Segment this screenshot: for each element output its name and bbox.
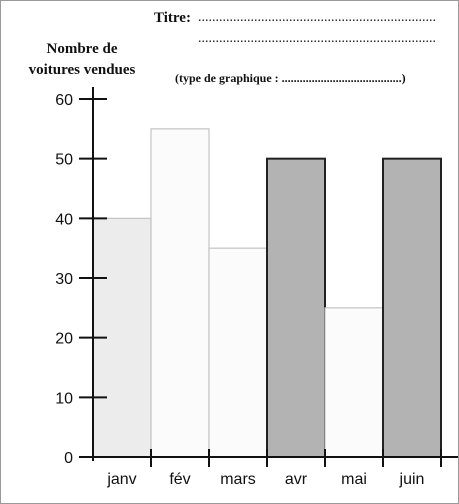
chart-type-blank: (type de graphique : ...................…: [175, 71, 406, 85]
x-tick-label-fév: fév: [169, 471, 190, 488]
y-tick-label-60: 60: [55, 92, 73, 109]
bar-juin: [382, 157, 442, 459]
y-tick-label-30: 30: [55, 271, 73, 288]
y-axis-label: Nombre de voitures vendues: [28, 41, 136, 78]
axes-group: 0 10 20 30 40 50 60 janv fév mars avr mai juin: [55, 87, 458, 488]
title-blank-line-2: ........................................…: [198, 31, 436, 46]
bars-group: [92, 128, 442, 459]
bar-mars: [208, 247, 268, 458]
x-tick-label-janv: janv: [106, 471, 136, 488]
bar-avr: [266, 157, 326, 459]
bar-fév: [150, 128, 210, 458]
y-tick-label-20: 20: [55, 331, 73, 348]
x-tick-label-juin: juin: [399, 471, 425, 488]
title-blank-line-1: ........................................…: [198, 10, 436, 25]
x-tick-label-avr: avr: [285, 471, 308, 488]
title-label: Titre:: [154, 10, 191, 26]
y-tick-label-10: 10: [55, 390, 73, 407]
bar-mai: [324, 307, 384, 458]
y-tick-label-50: 50: [55, 152, 73, 169]
y-tick-label-40: 40: [55, 211, 73, 228]
x-tick-label-mars: mars: [220, 471, 256, 488]
x-tick-label-mai: mai: [341, 471, 367, 488]
y-tick-label-0: 0: [64, 450, 73, 467]
